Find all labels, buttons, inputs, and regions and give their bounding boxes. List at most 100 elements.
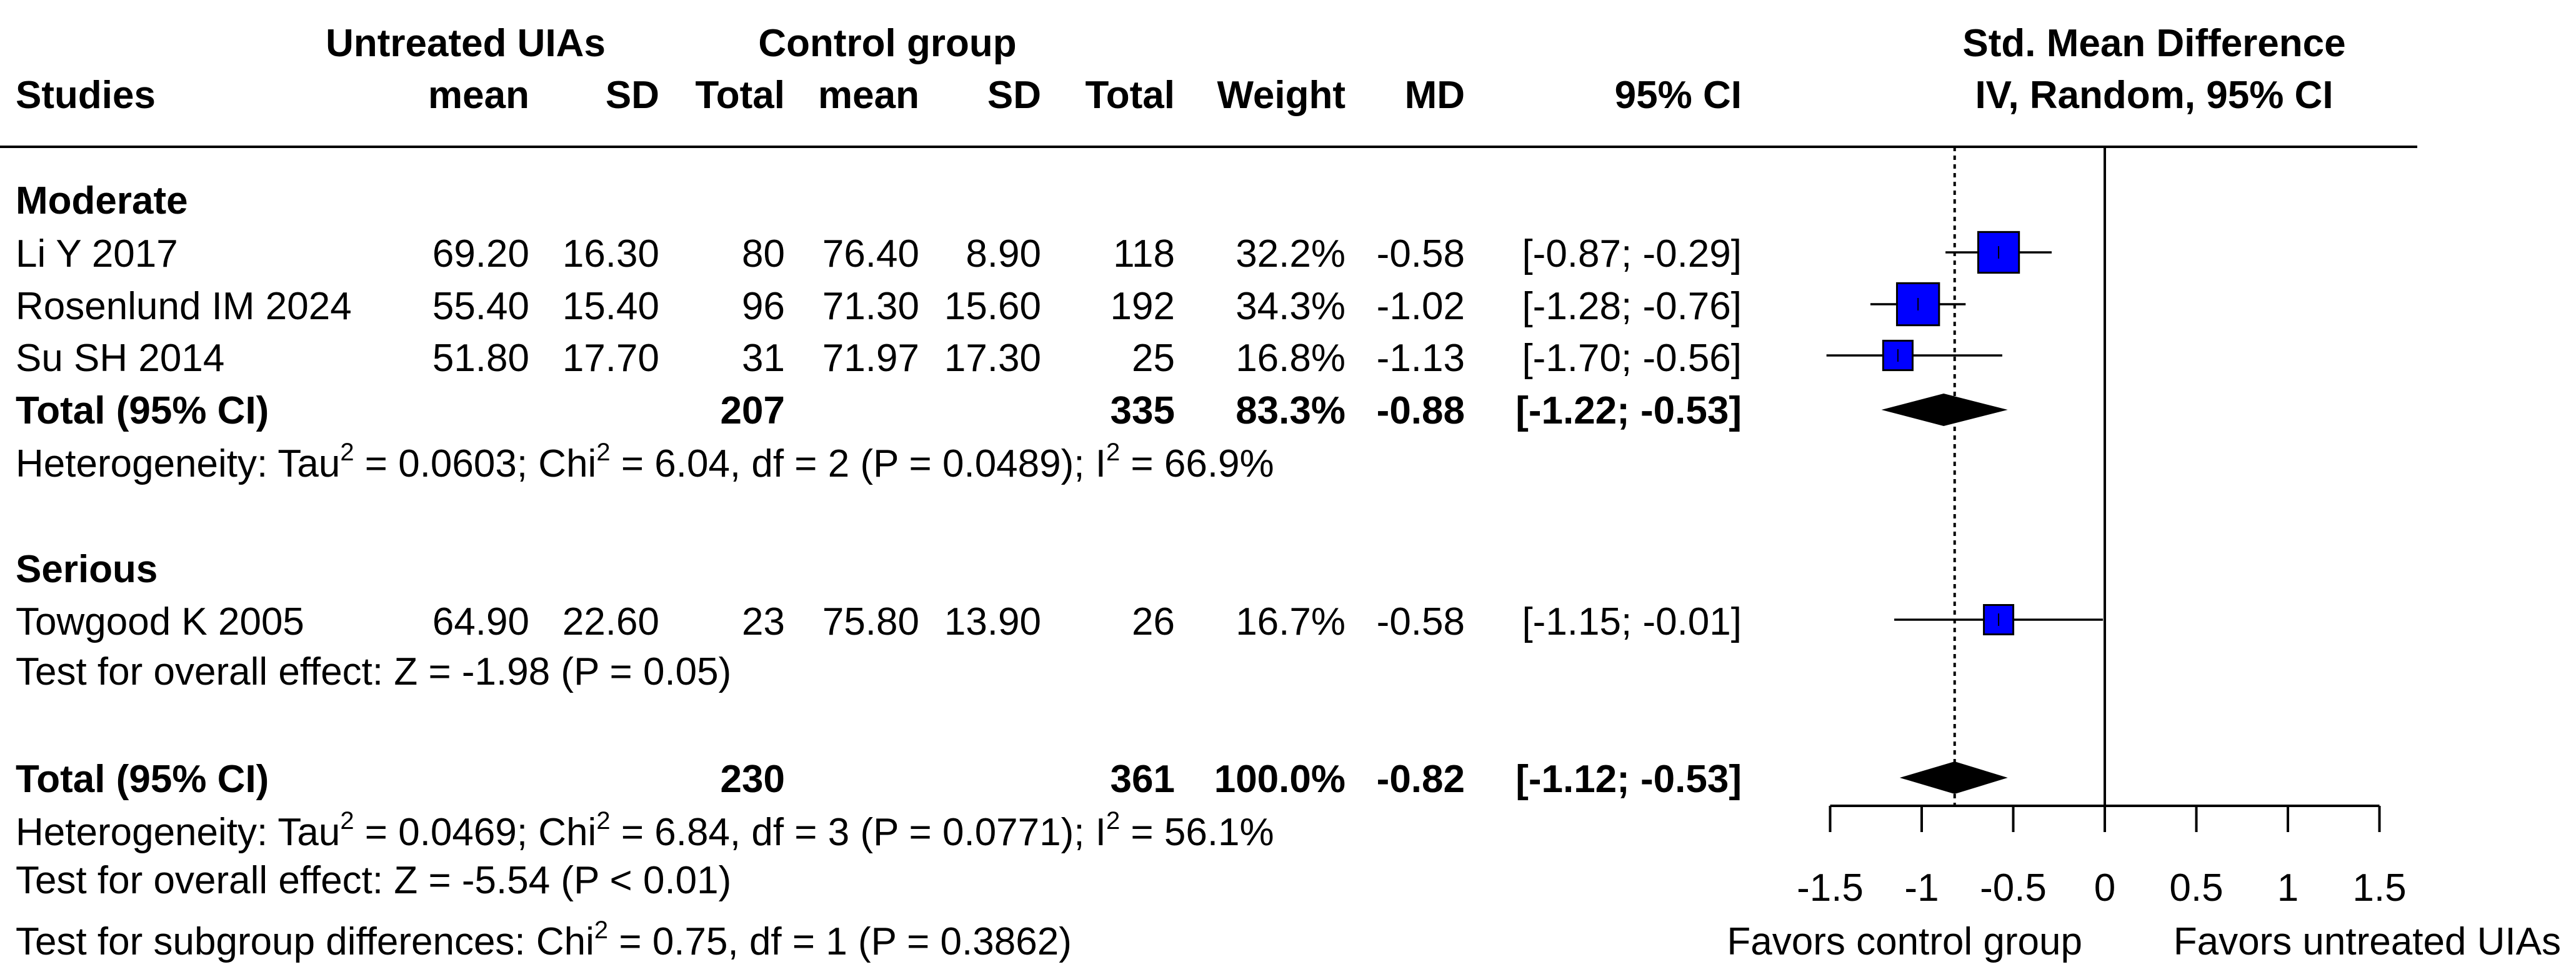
sd-2: 8.90	[966, 232, 1041, 275]
header-sd-2: SD	[987, 74, 1041, 117]
overall-total-n1: 230	[721, 758, 785, 801]
weight: 16.8%	[1236, 337, 1345, 380]
het-part-4: = 56.1%	[1120, 811, 1274, 854]
het-part-3: = 6.04, df = 2 (P = 0.0489); I	[611, 442, 1106, 485]
header-md: MD	[1405, 74, 1465, 117]
sub-test-sup: 2	[594, 916, 608, 944]
overall-pooled-diamond	[1899, 761, 2008, 794]
md-value: -1.02	[1377, 285, 1465, 328]
header-group2: Control group	[758, 22, 1016, 65]
weight: 32.2%	[1236, 232, 1345, 275]
study-name: Li Y 2017	[16, 232, 178, 275]
mean-1: 51.80	[432, 337, 529, 380]
ci-value: [-1.28; -0.76]	[1522, 285, 1742, 328]
study-row: Towgood K 2005 64.90 22.60 23 75.80 13.9…	[16, 600, 1742, 643]
subgroup-total-weight: 83.3%	[1236, 389, 1345, 432]
sd-1: 17.70	[562, 337, 659, 380]
sub-test-part-1: Test for subgroup differences: Chi	[16, 920, 594, 963]
subgroup-total-n2: 335	[1111, 389, 1175, 432]
study-marker	[1826, 339, 2002, 372]
sd-1: 16.30	[562, 232, 659, 275]
study-effect-square	[1882, 339, 1914, 372]
het-sup-2: 2	[596, 807, 610, 835]
mean-2: 71.97	[822, 337, 919, 380]
total-1: 80	[742, 232, 785, 275]
header-group1: Untreated UIAs	[326, 22, 606, 65]
sd-1: 15.40	[562, 285, 659, 328]
overall-total-row: Total (95% CI) 230 361 100.0% -0.82 [-1.…	[16, 758, 1742, 801]
md-value: -0.58	[1377, 600, 1465, 643]
subgroup-pooled-diamond	[1881, 394, 2008, 426]
mean-2: 71.30	[822, 285, 919, 328]
favors-untreated-label: Favors untreated UIAs	[2174, 920, 2561, 963]
study-marker	[1870, 282, 1966, 327]
total-1: 31	[742, 337, 785, 380]
x-axis-ticks: -1.5 -1 -0.5 0 0.5 1 1.5	[1797, 806, 2407, 910]
md-value: -0.58	[1377, 232, 1465, 275]
study-marker	[1945, 231, 2052, 274]
header-sd-1: SD	[606, 74, 659, 117]
ci-value: [-1.15; -0.01]	[1522, 600, 1742, 643]
ci-value: [-0.87; -0.29]	[1522, 232, 1742, 275]
total-2: 26	[1132, 600, 1175, 643]
total-2: 118	[1113, 232, 1175, 275]
header-ci: 95% CI	[1615, 74, 1742, 117]
het-sup-1: 2	[340, 807, 354, 835]
overall-effect-serious: Test for overall effect: Z = -1.98 (P = …	[16, 650, 731, 693]
het-sup-1: 2	[340, 439, 354, 466]
weight: 16.7%	[1236, 600, 1345, 643]
total-2: 192	[1111, 285, 1175, 328]
subgroup-difference-test: Test for subgroup differences: Chi2 = 0.…	[16, 916, 1072, 963]
het-part-2: = 0.0603; Chi	[354, 442, 597, 485]
x-axis-tick-label: -0.5	[1980, 866, 2047, 910]
study-name: Su SH 2014	[16, 337, 224, 380]
subgroup-total-md: -0.88	[1377, 389, 1465, 432]
header-mean-1: mean	[428, 74, 529, 117]
het-sup-3: 2	[1106, 439, 1120, 466]
het-sup-2: 2	[596, 439, 610, 466]
het-part-2: = 0.0469; Chi	[354, 811, 597, 854]
header-total-2: Total	[1086, 74, 1176, 117]
study-name: Rosenlund IM 2024	[16, 285, 352, 328]
header-total-1: Total	[696, 74, 786, 117]
mean-1: 55.40	[432, 285, 529, 328]
x-axis-tick-label: -1.5	[1797, 866, 1864, 910]
overall-total-md: -0.82	[1377, 758, 1465, 801]
md-value: -1.13	[1377, 337, 1465, 380]
header-weight: Weight	[1217, 74, 1346, 117]
overall-total-weight: 100.0%	[1214, 758, 1345, 801]
x-axis-tick-label: 0	[2094, 866, 2115, 910]
study-marker	[1894, 604, 2104, 635]
sd-2: 13.90	[944, 600, 1041, 643]
subgroup-total-ci: [-1.22; -0.53]	[1515, 389, 1742, 432]
heterogeneity-overall: Heterogeneity: Tau2 = 0.0469; Chi2 = 6.8…	[16, 807, 1274, 854]
het-part-1: Heterogeneity: Tau	[16, 442, 340, 485]
sd-1: 22.60	[562, 600, 659, 643]
x-axis-tick-label: 0.5	[2169, 866, 2223, 910]
subgroup-total-row: Total (95% CI) 207 335 83.3% -0.88 [-1.2…	[16, 389, 1742, 432]
sd-2: 17.30	[944, 337, 1041, 380]
mean-1: 64.90	[432, 600, 529, 643]
sd-2: 15.60	[944, 285, 1041, 328]
total-2: 25	[1132, 337, 1175, 380]
subgroup-label-moderate: Moderate	[16, 179, 188, 222]
x-axis-tick-label: 1.5	[2352, 866, 2406, 910]
favors-control-label: Favors control group	[1727, 920, 2082, 963]
study-effect-square	[1895, 282, 1940, 327]
ci-value: [-1.70; -0.56]	[1522, 337, 1742, 380]
x-axis-tick-label: 1	[2277, 866, 2299, 910]
plot-subtitle: IV, Random, 95% CI	[1975, 74, 2333, 117]
study-row: Su SH 2014 51.80 17.70 31 71.97 17.30 25…	[16, 337, 1742, 380]
het-part-4: = 66.9%	[1120, 442, 1274, 485]
study-row: Li Y 2017 69.20 16.30 80 76.40 8.90 118 …	[16, 232, 1742, 275]
subgroup-label-serious: Serious	[16, 548, 157, 591]
subgroup-total-n1: 207	[721, 389, 785, 432]
mean-1: 69.20	[432, 232, 529, 275]
study-name: Towgood K 2005	[16, 600, 304, 643]
plot-title: Std. Mean Difference	[1962, 22, 2345, 65]
mean-2: 75.80	[822, 600, 919, 643]
overall-total-n2: 361	[1111, 758, 1175, 801]
overall-total-label: Total (95% CI)	[16, 758, 269, 801]
